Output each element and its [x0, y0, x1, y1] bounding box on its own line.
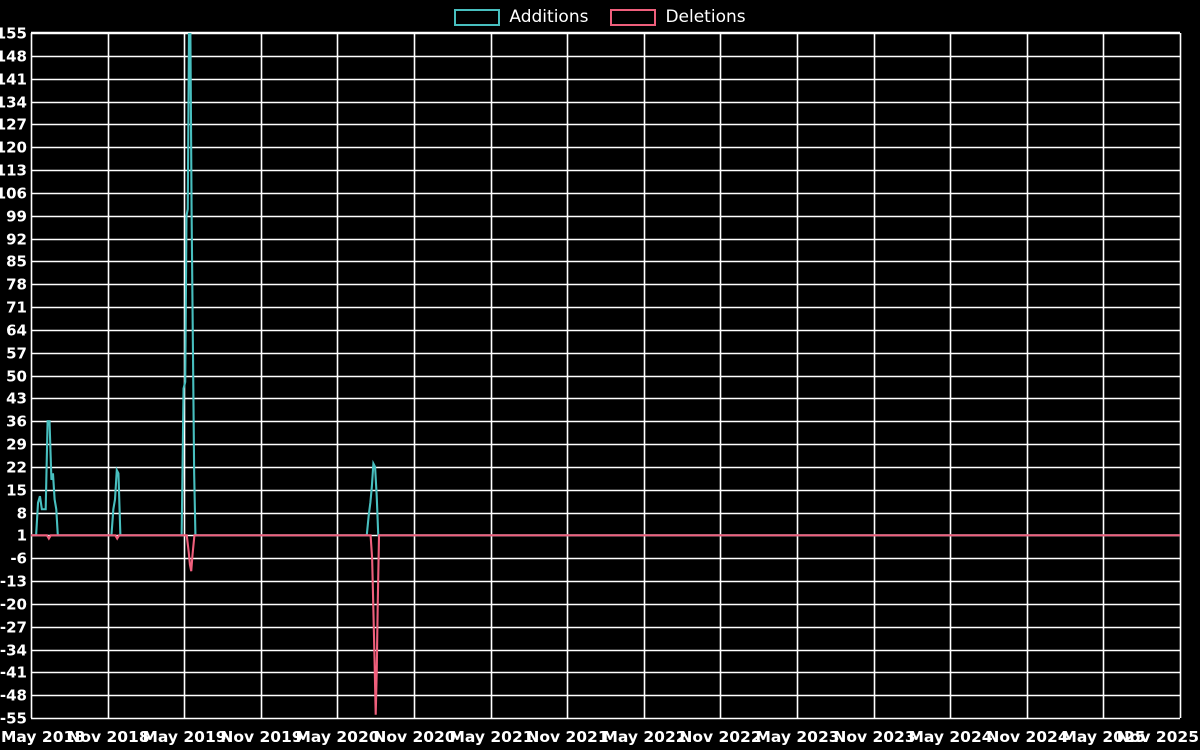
y-tick-label: -41	[0, 664, 27, 682]
x-tick-label: Nov 2023	[833, 728, 915, 746]
x-tick-label: May 2025	[1061, 728, 1145, 746]
y-tick-label: 57	[6, 345, 27, 363]
x-tick-label: Nov 2019	[220, 728, 302, 746]
x-tick-label: May 2022	[602, 728, 686, 746]
x-tick-label: Nov 2024	[986, 728, 1068, 746]
legend-label-additions: Additions	[509, 6, 589, 27]
y-tick-label: -27	[0, 619, 27, 637]
y-tick-label: 92	[6, 231, 27, 249]
y-tick-label: 29	[6, 436, 27, 454]
legend-swatch-additions	[454, 8, 501, 26]
y-tick-label: 127	[0, 116, 27, 134]
x-tick-label: May 2021	[449, 728, 533, 746]
y-tick-label: 78	[6, 276, 27, 294]
y-tick-label: 22	[6, 459, 27, 477]
y-tick-label: 50	[6, 368, 27, 386]
y-tick-label: 99	[6, 208, 27, 226]
y-tick-label: 43	[6, 390, 27, 408]
y-tick-label: -48	[0, 687, 27, 705]
y-tick-label: 113	[0, 162, 27, 180]
y-tick-label: -6	[10, 550, 27, 568]
y-tick-label: 71	[6, 299, 27, 317]
chart-legend: Additions Deletions	[0, 0, 1200, 34]
x-tick-label: Nov 2025	[1117, 728, 1199, 746]
y-tick-label: 148	[0, 48, 27, 66]
x-tick-label: Nov 2020	[373, 728, 455, 746]
y-tick-label: 64	[6, 322, 27, 340]
y-tick-label: 120	[0, 139, 27, 157]
x-tick-label: Nov 2022	[679, 728, 761, 746]
x-tick-label: May 2019	[142, 728, 226, 746]
y-tick-label: 106	[0, 185, 27, 203]
y-tick-label: -34	[0, 642, 27, 660]
legend-item-deletions[interactable]: Deletions	[610, 6, 746, 27]
series-line-additions	[31, 33, 1180, 537]
data-series-layer	[31, 33, 1180, 715]
legend-label-deletions: Deletions	[665, 6, 746, 27]
y-axis-tick-labels: 155 148 141 134 127 120 113 106 99 92 85 78 71 64 57 50…	[0, 25, 27, 728]
series-line-deletions	[31, 534, 1180, 715]
y-tick-label: 15	[6, 482, 27, 500]
gridlines	[30, 31, 1182, 720]
legend-item-additions[interactable]: Additions	[454, 6, 589, 27]
y-tick-label: -55	[0, 710, 27, 728]
y-tick-label: 141	[0, 71, 27, 89]
x-tick-label: May 2024	[908, 728, 992, 746]
y-tick-label: 36	[6, 413, 27, 431]
y-tick-label: 8	[17, 505, 27, 523]
y-tick-label: -20	[0, 596, 27, 614]
x-tick-label: Nov 2021	[526, 728, 608, 746]
x-tick-label: May 2018	[1, 728, 85, 746]
y-tick-label: 155	[0, 25, 27, 43]
y-tick-label: 1	[17, 527, 27, 545]
x-tick-label: May 2023	[755, 728, 839, 746]
y-tick-label: -13	[0, 573, 27, 591]
y-tick-label: 85	[6, 253, 27, 271]
legend-swatch-deletions	[610, 8, 657, 26]
x-tick-label: May 2020	[295, 728, 379, 746]
y-tick-label: 134	[0, 94, 27, 112]
x-tick-label: Nov 2018	[67, 728, 149, 746]
